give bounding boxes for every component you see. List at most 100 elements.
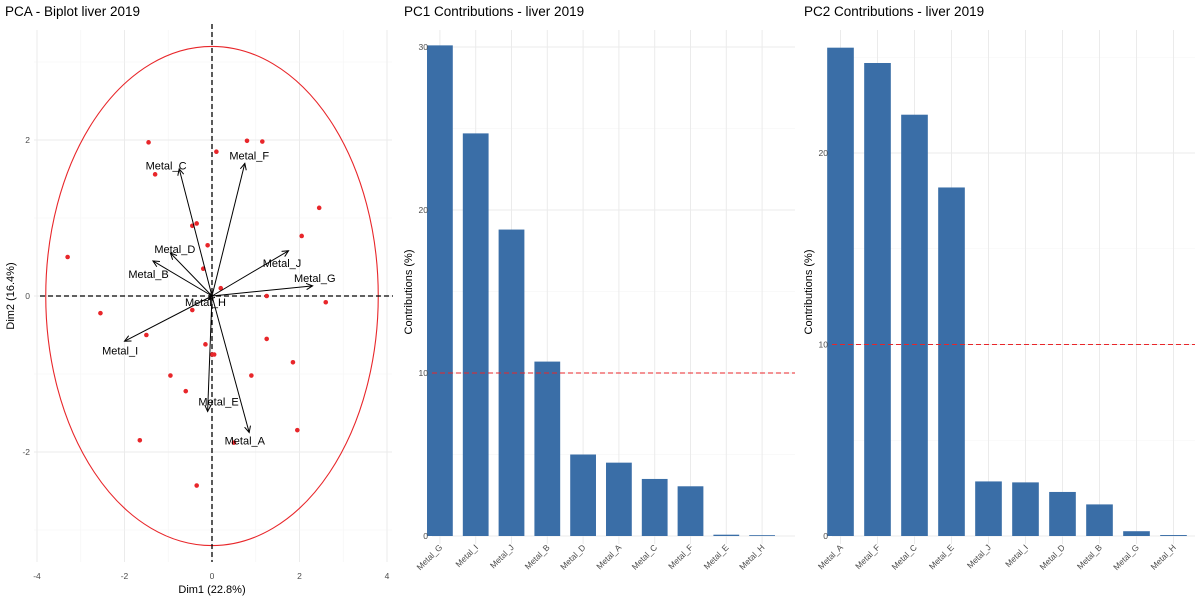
pc1-bar-metal-h (749, 535, 775, 536)
pc1-x-tick-label: Metal_E (702, 542, 731, 571)
pc1-bar-metal-j (498, 229, 525, 536)
arrowhead (204, 404, 212, 413)
biplot-vectors (123, 162, 314, 434)
vector-metal-d (170, 252, 213, 297)
data-point (211, 352, 217, 357)
arrowhead (123, 335, 132, 342)
pc1-y-tick-label: 0 (423, 531, 428, 541)
data-point (194, 483, 199, 488)
arrowhead (305, 282, 314, 290)
biplot-x-tick-label: -2 (121, 571, 129, 581)
pc2-x-tick-label: Metal_C (889, 542, 918, 571)
data-point (299, 233, 304, 239)
pc1-bar-metal-e (713, 534, 740, 536)
arrowhead (169, 252, 178, 260)
data-point (152, 172, 158, 177)
pc2-y-axis-title: Contributions (%) (803, 250, 815, 335)
pc1-x-tick-label: Metal_G (415, 542, 445, 572)
vector-label: Metal_J (263, 258, 302, 270)
pc1-y-axis-title: Contributions (%) (403, 250, 415, 335)
biplot-x-tick-label: -4 (33, 571, 41, 581)
arrowhead (244, 425, 251, 434)
pc1-x-tick-label: Metal_D (558, 542, 587, 571)
pc2-title: PC2 Contributions - liver 2019 (804, 4, 984, 19)
pc2-bar-metal-j (975, 481, 1002, 536)
vector-metal-f (211, 163, 246, 297)
pc1-x-tick-label: Metal_F (666, 542, 695, 571)
pc1-bars (427, 45, 775, 537)
biplot-vector-labels: Metal_C Metal_F Metal_D Metal_B Metal_J Metal… (102, 151, 336, 448)
vector-label: Metal_G (294, 273, 336, 285)
pc2-bar-metal-h (1160, 535, 1187, 536)
vector-metal-j (211, 250, 289, 297)
vector-label: Metal_F (229, 151, 269, 163)
pc2-bar-metal-e (938, 187, 965, 536)
pc2-x-tick-label: Metal_D (1037, 542, 1066, 571)
pc1-y-tick-label: 20 (419, 205, 429, 215)
biplot-tick-labels: -4 -2 0 2 4 -2 0 2 (22, 135, 389, 581)
data-point (316, 205, 322, 211)
pc2-x-tick-label: Metal_J (965, 542, 993, 570)
pc1-bar-metal-c (641, 478, 668, 536)
data-point (203, 342, 208, 347)
data-point (65, 254, 70, 260)
data-point (98, 310, 103, 316)
data-point (295, 427, 300, 433)
data-point (260, 139, 265, 144)
pc2-x-tick-label: Metal_H (1148, 542, 1177, 571)
pc2-x-tick-label: Metal_B (1075, 542, 1104, 571)
pc1-y-tick-label: 30 (419, 42, 429, 52)
vector-label: Metal_D (154, 244, 195, 256)
pc2-bar-metal-i (1012, 482, 1039, 536)
pc2-x-tick-label: Metal_G (1111, 542, 1141, 572)
data-point (264, 336, 269, 342)
data-point (146, 140, 151, 145)
biplot-panel: Metal_C Metal_F Metal_D Metal_B Metal_J Metal… (5, 4, 393, 596)
vector-label: Metal_I (102, 346, 138, 358)
vector-metal-a (211, 295, 250, 433)
pc2-y-tick-label: 0 (823, 531, 828, 541)
pc1-bar-metal-i (462, 133, 489, 536)
vector-metal-e (207, 295, 213, 412)
pc1-x-tick-label: Metal_B (523, 542, 552, 571)
vector-metal-c (178, 168, 213, 297)
pc2-y-tick-label: 20 (819, 148, 829, 158)
pc1-bar-metal-b (534, 361, 561, 536)
pc2-bar-metal-f (864, 62, 891, 537)
pc1-y-tick-label: 10 (419, 368, 429, 378)
vector-label: Metal_B (128, 269, 168, 281)
biplot-x-tick-label: 2 (297, 571, 302, 581)
pc1-bar-metal-d (570, 454, 596, 536)
vector-metal-i (124, 295, 213, 342)
pc1-x-tick-label: Metal_I (453, 542, 480, 569)
pc2-bar-metal-d (1049, 491, 1076, 536)
data-point (205, 243, 210, 248)
biplot-points (65, 138, 329, 488)
biplot-x-tick-label: 4 (385, 571, 390, 581)
pc1-x-tick-label: Metal_J (488, 542, 516, 570)
pc2-contributions-panel: 0 10 20 Metal_A Metal_F Metal_C Metal_E Metal_J… (803, 4, 1195, 572)
pc1-bar-metal-a (606, 462, 632, 536)
data-point (290, 360, 296, 365)
pc2-x-tick-label: Metal_F (853, 542, 882, 571)
vector-metal-b (152, 260, 213, 297)
pc1-x-tick-label: Metal_C (630, 542, 659, 571)
arrowhead (151, 260, 160, 268)
pc1-x-tick-label: Metal_A (594, 542, 623, 571)
pc1-bar-metal-g (427, 45, 453, 537)
data-point (144, 332, 149, 338)
pc2-bar-metal-a (827, 47, 854, 537)
data-point (249, 373, 254, 378)
data-point (183, 388, 189, 394)
pc2-bar-metal-c (901, 114, 928, 536)
pc2-bar-metal-b (1086, 504, 1113, 536)
vector-metal-g (211, 285, 313, 297)
pc2-y-tick-label: 10 (819, 340, 829, 350)
biplot-title: PCA - Biplot liver 2019 (5, 4, 140, 19)
data-point (218, 285, 224, 291)
pc1-bar-metal-f (677, 486, 704, 536)
data-point (137, 438, 143, 443)
data-point (244, 138, 250, 144)
